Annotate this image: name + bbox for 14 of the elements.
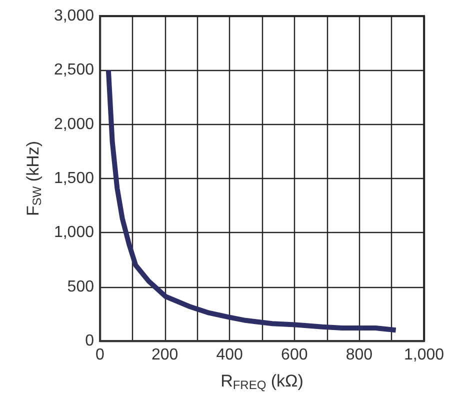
- x-tick-label: 0: [96, 346, 105, 364]
- y-tick-label: 0: [85, 332, 94, 350]
- x-tick-label: 400: [216, 346, 244, 364]
- x-tick-label: 600: [281, 346, 308, 364]
- x-tick-label: 800: [346, 346, 373, 364]
- y-tick-label: 2,500: [54, 62, 94, 79]
- y-tick-label: 3,000: [54, 8, 94, 24]
- y-tick-label: 1,500: [54, 170, 94, 187]
- x-tick-label: 200: [151, 346, 178, 364]
- y-tick-label: 1,000: [54, 224, 94, 242]
- x-tick-label: 1,000: [404, 346, 444, 364]
- y-tick-label: 500: [67, 278, 94, 296]
- y-tick-label: 2,000: [54, 116, 94, 133]
- y-axis-title: FSW (kHz): [24, 140, 44, 216]
